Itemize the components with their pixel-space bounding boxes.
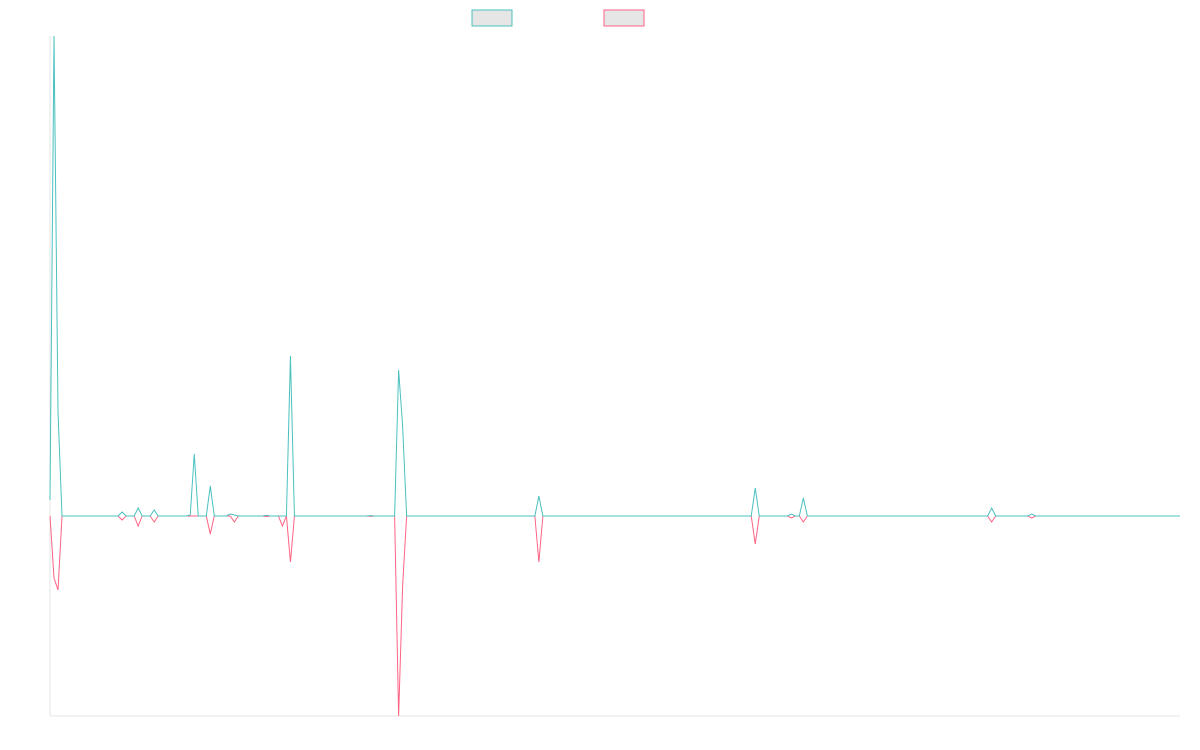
line-series [49,515,1180,717]
legend-swatch [603,9,645,27]
legend-swatch [471,9,513,27]
line-series [49,35,1180,517]
